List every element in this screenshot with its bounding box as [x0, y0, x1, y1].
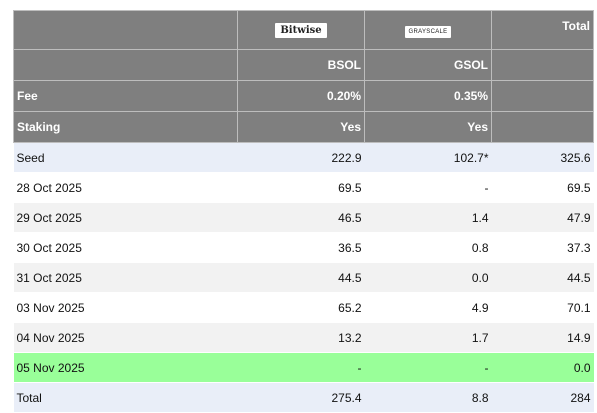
row-label: Seed [13, 142, 238, 173]
table-row: 30 Oct 2025 36.5 0.8 37.3 [13, 232, 594, 263]
row-label: 05 Nov 2025 [13, 352, 238, 383]
table-row: 31 Oct 2025 44.5 0.0 44.5 [13, 262, 594, 293]
bitwise-logo: Bitwise [275, 23, 327, 38]
row-label: Total [13, 382, 238, 413]
staking-bsol: Yes [237, 111, 365, 143]
row-bsol-value: 44.5 [237, 262, 365, 293]
row-gsol-value: 0.8 [364, 232, 492, 263]
staking-label: Staking [13, 111, 238, 143]
row-gsol-value: 102.7* [364, 142, 492, 173]
header-ticker-row: BSOL GSOL [13, 49, 594, 81]
row-total-value: 44.5 [491, 262, 594, 293]
header-empty-cell [13, 10, 238, 50]
flows-table-container: Bitwise GRAYSCALE Total BSOL GSOL Fee 0.… [13, 10, 594, 413]
row-bsol-value: 46.5 [237, 202, 365, 233]
grayscale-logo-cell: GRAYSCALE [364, 10, 492, 50]
ticker-label-cell [13, 49, 238, 81]
row-label: 31 Oct 2025 [13, 262, 238, 293]
row-label: 04 Nov 2025 [13, 322, 238, 353]
etf-flows-table: Bitwise GRAYSCALE Total BSOL GSOL Fee 0.… [13, 10, 594, 413]
row-bsol-value: 275.4 [237, 382, 365, 413]
total-column-header: Total [491, 10, 594, 50]
table-row: Total 275.4 8.8 284 [13, 382, 594, 413]
row-label: 28 Oct 2025 [13, 172, 238, 203]
row-label: 29 Oct 2025 [13, 202, 238, 233]
staking-total-empty [491, 111, 594, 143]
row-bsol-value: 36.5 [237, 232, 365, 263]
row-bsol-value: 69.5 [237, 172, 365, 203]
row-gsol-value: 1.4 [364, 202, 492, 233]
staking-gsol: Yes [364, 111, 492, 143]
ticker-bsol: BSOL [237, 49, 365, 81]
bitwise-logo-cell: Bitwise [237, 10, 365, 50]
header-logo-row: Bitwise GRAYSCALE Total [13, 10, 594, 50]
row-gsol-value: 8.8 [364, 382, 492, 413]
ticker-total-empty [491, 49, 594, 81]
row-bsol-value: 13.2 [237, 322, 365, 353]
header-fee-row: Fee 0.20% 0.35% [13, 80, 594, 112]
row-gsol-value: - [364, 172, 492, 203]
row-gsol-value: - [364, 352, 492, 383]
row-label: 30 Oct 2025 [13, 232, 238, 263]
fee-bsol: 0.20% [237, 80, 365, 112]
row-bsol-value: 222.9 [237, 142, 365, 173]
row-total-value: 325.6 [491, 142, 594, 173]
row-total-value: 37.3 [491, 232, 594, 263]
row-bsol-value: 65.2 [237, 292, 365, 323]
table-row: 04 Nov 2025 13.2 1.7 14.9 [13, 322, 594, 353]
row-gsol-value: 4.9 [364, 292, 492, 323]
row-bsol-value: - [237, 352, 365, 383]
row-total-value: 47.9 [491, 202, 594, 233]
fee-gsol: 0.35% [364, 80, 492, 112]
row-label: 03 Nov 2025 [13, 292, 238, 323]
fee-total-empty [491, 80, 594, 112]
table-row: Seed 222.9 102.7* 325.6 [13, 142, 594, 173]
table-row: 29 Oct 2025 46.5 1.4 47.9 [13, 202, 594, 233]
table-row: 05 Nov 2025- -0.0 [13, 352, 594, 383]
fee-label: Fee [13, 80, 238, 112]
row-total-value: 69.5 [491, 172, 594, 203]
grayscale-logo: GRAYSCALE [404, 26, 452, 38]
row-gsol-value: 0.0 [364, 262, 492, 293]
row-gsol-value: 1.7 [364, 322, 492, 353]
row-total-value: 0.0 [491, 352, 594, 383]
table-row: 03 Nov 2025 65.2 4.9 70.1 [13, 292, 594, 323]
row-total-value: 284 [491, 382, 594, 413]
row-total-value: 70.1 [491, 292, 594, 323]
row-total-value: 14.9 [491, 322, 594, 353]
table-row: 28 Oct 2025 69.5-69.5 [13, 172, 594, 203]
ticker-gsol: GSOL [364, 49, 492, 81]
header-staking-row: Staking Yes Yes [13, 111, 594, 143]
